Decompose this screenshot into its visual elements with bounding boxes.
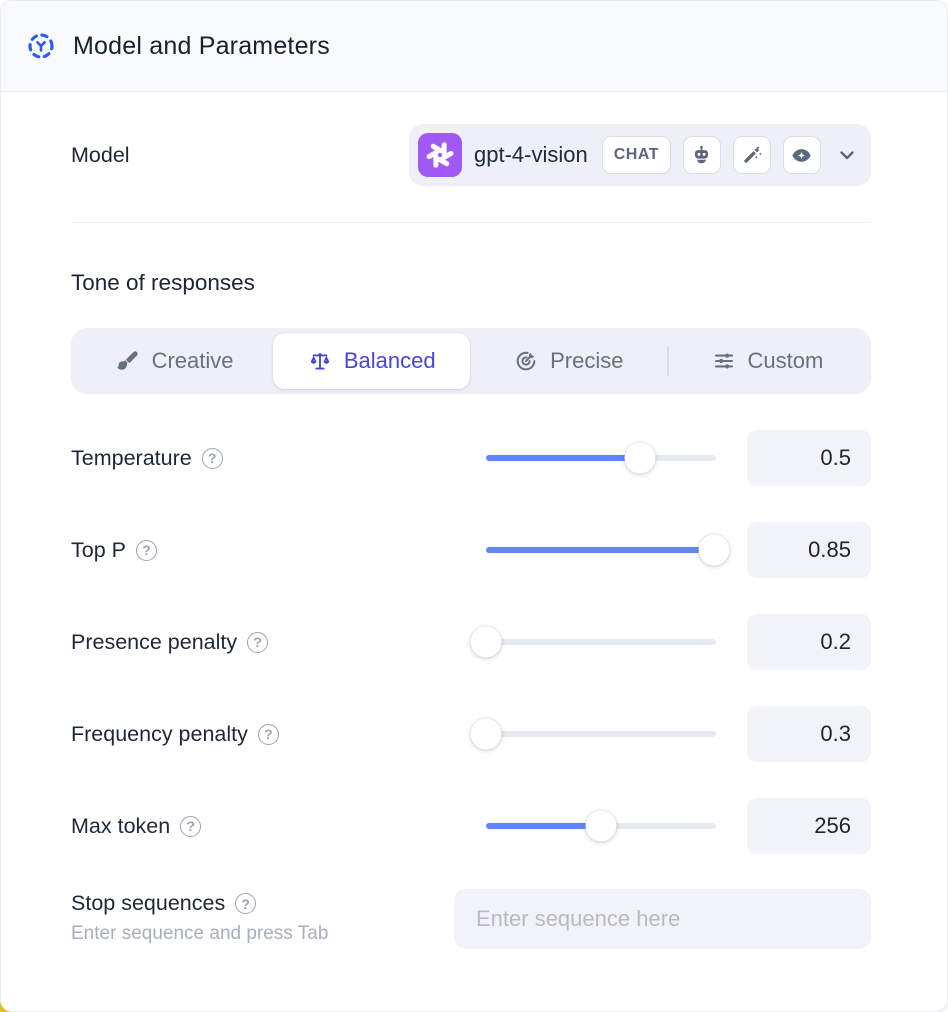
help-icon[interactable]: ? <box>201 447 223 469</box>
tone-option-custom[interactable]: Custom <box>669 333 866 389</box>
max-token-slider[interactable] <box>486 810 716 842</box>
tone-option-label: Custom <box>747 348 824 373</box>
top-p-value: 0.85 <box>747 522 871 578</box>
parameter-row-presence-penalty: Presence penalty ? 0.2 <box>71 614 871 670</box>
parameter-row-temperature: Temperature ? 0.5 <box>71 430 871 486</box>
selected-model-name: gpt-4-vision <box>474 142 588 167</box>
temperature-slider[interactable] <box>486 442 716 474</box>
help-icon[interactable]: ? <box>257 723 279 745</box>
slider-thumb[interactable] <box>624 442 656 474</box>
slider-thumb[interactable] <box>585 810 617 842</box>
tone-heading: Tone of responses <box>71 270 255 295</box>
openai-logo-icon <box>418 133 462 177</box>
panel-header: Model and Parameters <box>1 1 947 92</box>
parameter-label: Temperature <box>71 445 192 470</box>
slider-fill <box>486 455 641 461</box>
stop-sequences-hint: Enter sequence and press Tab <box>71 923 329 944</box>
stop-sequences-label: Stop sequences <box>71 891 226 915</box>
parameter-label: Frequency penalty <box>71 721 248 746</box>
vision-capability-badge <box>782 136 821 174</box>
vision-eye-icon <box>792 148 812 162</box>
parameter-row-max-token: Max token ? 256 <box>71 798 871 854</box>
frequency-penalty-value: 0.3 <box>747 706 871 762</box>
robot-icon <box>695 145 709 163</box>
tone-option-label: Balanced <box>343 348 436 373</box>
slider-fill <box>486 547 714 553</box>
brush-icon <box>116 351 138 370</box>
target-icon <box>516 351 536 371</box>
divider <box>71 222 871 223</box>
scales-icon <box>310 353 330 370</box>
segment-divider <box>667 346 669 376</box>
tone-segmented-control: Creative Balanced <box>71 328 871 394</box>
top-p-slider[interactable] <box>486 534 730 566</box>
temperature-value: 0.5 <box>747 430 871 486</box>
tone-option-precise[interactable]: Precise <box>470 333 667 389</box>
chevron-down-icon <box>840 151 854 160</box>
max-token-value: 256 <box>747 798 871 854</box>
presence-penalty-slider[interactable] <box>470 626 716 658</box>
tone-option-creative[interactable]: Creative <box>76 333 273 389</box>
help-icon[interactable]: ? <box>235 893 257 914</box>
slider-thumb[interactable] <box>470 626 502 658</box>
slider-thumb[interactable] <box>698 534 730 566</box>
help-icon[interactable]: ? <box>180 815 202 837</box>
model-node-icon <box>28 33 54 59</box>
frequency-penalty-slider[interactable] <box>470 718 716 750</box>
slider-thumb[interactable] <box>470 718 502 750</box>
magic-wand-icon <box>744 145 763 163</box>
help-icon[interactable]: ? <box>135 539 157 561</box>
presence-penalty-value: 0.2 <box>747 614 871 670</box>
parameter-label: Presence penalty <box>71 629 238 654</box>
tone-option-balanced[interactable]: Balanced <box>273 333 471 389</box>
magic-capability-badge <box>732 136 771 174</box>
stop-sequences-row: Stop sequences ? Enter sequence and pres… <box>71 889 871 949</box>
tone-option-label: Precise <box>550 348 624 373</box>
stop-sequence-input[interactable] <box>454 889 871 949</box>
panel-title: Model and Parameters <box>73 31 330 60</box>
model-row: Model gpt-4-vision <box>71 124 871 186</box>
parameter-row-frequency-penalty: Frequency penalty ? 0.3 <box>71 706 871 762</box>
slider-fill <box>486 823 601 829</box>
model-type-badge: CHAT <box>601 136 671 174</box>
model-label: Model <box>71 142 130 167</box>
parameter-label: Max token <box>71 813 171 838</box>
help-icon[interactable]: ? <box>247 631 269 653</box>
sliders-icon <box>714 353 733 369</box>
model-select-dropdown[interactable]: gpt-4-vision CHAT <box>409 124 871 186</box>
robot-capability-badge <box>682 136 721 174</box>
parameter-row-top-p: Top P ? 0.85 <box>71 522 871 578</box>
tone-option-label: Creative <box>151 348 234 373</box>
parameter-label: Top P <box>71 537 126 562</box>
